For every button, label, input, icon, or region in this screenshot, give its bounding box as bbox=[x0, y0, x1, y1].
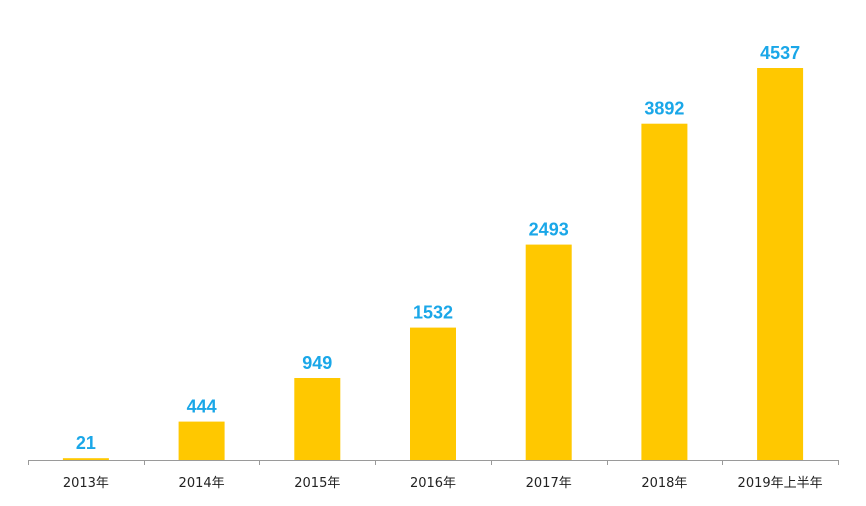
data-label: 949 bbox=[302, 353, 332, 373]
bar bbox=[525, 244, 572, 460]
x-tick-label: 2014年 bbox=[179, 476, 225, 491]
x-tick-label: 2019年上半年 bbox=[738, 476, 823, 491]
x-tick-labels-group: 2013年 2014年 2015年 2016年 2017年 2018年 2019年上半年 bbox=[63, 476, 823, 491]
bar bbox=[178, 421, 225, 460]
data-labels-group: 21 444 949 1532 2493 3892 4537 bbox=[76, 43, 800, 453]
bar bbox=[410, 327, 456, 460]
bar bbox=[641, 123, 688, 460]
x-tick-label: 2017年 bbox=[526, 476, 572, 491]
data-label: 444 bbox=[187, 397, 217, 417]
data-label: 2493 bbox=[529, 220, 569, 240]
data-label: 3892 bbox=[644, 99, 684, 119]
data-label: 21 bbox=[76, 433, 96, 453]
bars-group bbox=[62, 68, 804, 460]
bar bbox=[62, 458, 109, 460]
bar bbox=[757, 68, 804, 460]
x-tick-label: 2016年 bbox=[410, 476, 456, 491]
x-tick-label: 2013年 bbox=[63, 476, 109, 491]
x-axis bbox=[28, 460, 839, 465]
bar bbox=[294, 378, 341, 460]
x-tick-label: 2015年 bbox=[294, 476, 340, 491]
x-tick-label: 2018年 bbox=[641, 476, 687, 491]
data-label: 1532 bbox=[413, 303, 453, 323]
data-label: 4537 bbox=[760, 43, 800, 63]
